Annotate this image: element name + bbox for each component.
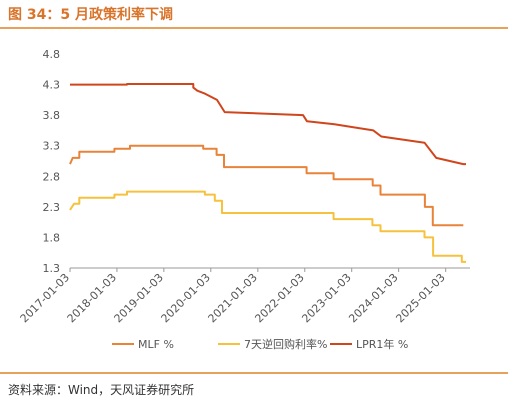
series-line-1 (69, 144, 464, 227)
source-note: 资料来源：Wind，天风证券研究所 (8, 383, 195, 397)
bottom-divider (0, 372, 508, 374)
line-chart: 1.3 1.8 2.3 2.8 3.3 3.8 4.3 4.8 2017-01-032018-0… (18, 48, 470, 351)
top-divider (0, 27, 508, 29)
y-tick-label: 4.3 (43, 79, 61, 92)
x-tick-label: 2025-01-03 (393, 271, 447, 325)
series-line-3 (70, 83, 466, 166)
y-tick-label: 4.8 (43, 48, 61, 61)
chart-legend: MLF % 7天逆回购利率% LPR1年 % (112, 337, 408, 351)
series-line-2 (69, 190, 466, 263)
chart-series (69, 83, 466, 263)
x-tick-label: 2019-01-03 (112, 271, 166, 325)
x-tick-label: 2017-01-03 (18, 271, 72, 325)
legend-label-2: 7天逆回购利率% (244, 337, 327, 351)
chart-axes: 1.3 1.8 2.3 2.8 3.3 3.8 4.3 4.8 2017-01-032018-0… (18, 48, 470, 325)
y-tick-label: 3.3 (43, 140, 61, 153)
legend-label-3: LPR1年 % (356, 337, 408, 351)
x-tick-label: 2023-01-03 (299, 271, 353, 325)
y-tick-label: 1.8 (43, 231, 61, 244)
x-tick-label: 2020-01-03 (159, 271, 213, 325)
chart-title: 图 34：5 月政策利率下调 (8, 7, 173, 23)
x-tick-label: 2018-01-03 (65, 271, 119, 325)
y-tick-label: 2.8 (43, 170, 61, 183)
x-tick-label: 2021-01-03 (206, 271, 260, 325)
y-tick-label: 3.8 (43, 109, 61, 122)
x-tick-label: 2024-01-03 (346, 271, 400, 325)
y-tick-label: 2.3 (43, 201, 61, 214)
x-tick-label: 2022-01-03 (252, 271, 306, 325)
legend-label-1: MLF % (138, 338, 174, 351)
y-tick-label: 1.3 (43, 262, 61, 275)
